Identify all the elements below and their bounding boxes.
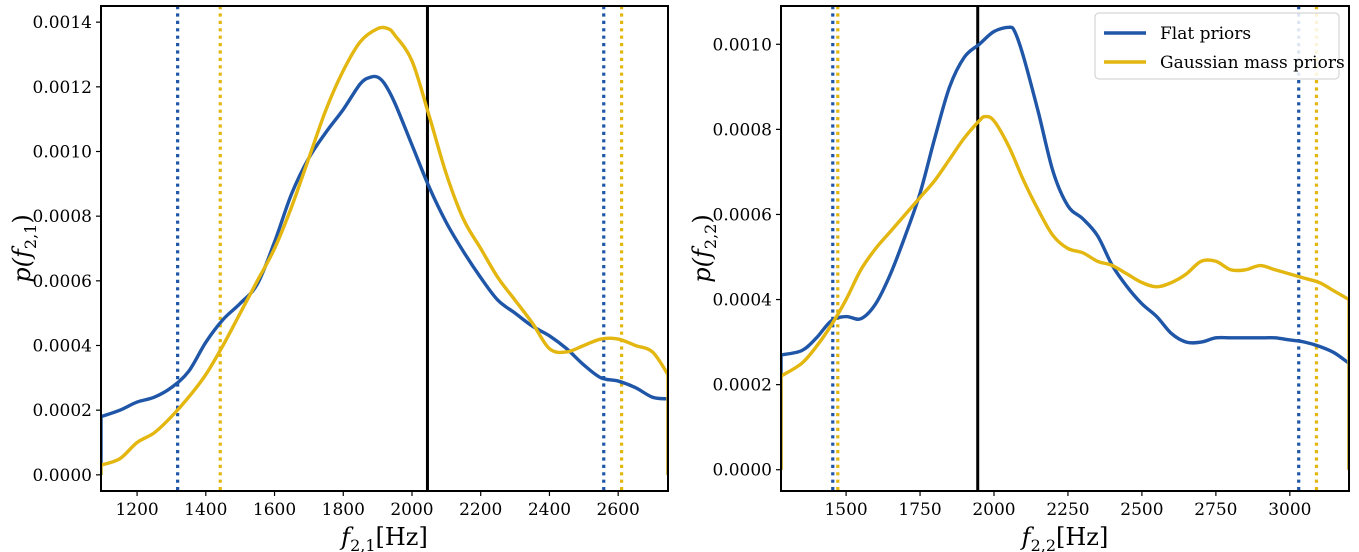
series-line-gaussian <box>101 25 668 475</box>
ylabel-close: ) <box>688 214 716 223</box>
y-tick-label: 0.0006 <box>33 272 92 292</box>
x-tick-label: 1600 <box>253 500 296 520</box>
x-tick-label: 1500 <box>824 500 867 520</box>
x-axis-label-unit: [Hz] <box>376 523 428 551</box>
x-axis-label-unit: [Hz] <box>1056 523 1108 551</box>
y-axis-label-sub: 2,1 <box>21 224 40 249</box>
y-tick-label: 0.0012 <box>33 78 92 98</box>
series-line-flat <box>781 25 1349 470</box>
x-tick-label: 2000 <box>972 500 1015 520</box>
chart-panel-2: 1500 1750 2000 2250 2500 2750 3000 0.0000 0.0002… <box>688 5 1350 552</box>
legend-label-flat: Flat priors <box>1160 24 1251 44</box>
x-tick-label: 2750 <box>1194 500 1237 520</box>
y-axis-label: p(f2,2) <box>688 214 720 282</box>
legend: Flat priors Gaussian mass priors <box>1094 12 1345 80</box>
legend-label-gaussian: Gaussian mass priors <box>1160 53 1345 73</box>
y-tick-label: 0.0004 <box>33 337 92 357</box>
x-axis-label-sub: 2,2 <box>1031 536 1056 552</box>
y-tick-label: 0.0002 <box>33 401 92 421</box>
chart-panel-1: 1200 1400 1600 1800 2000 2200 2400 2600 0.0000 0.… <box>8 5 669 552</box>
x-tick-label: 2600 <box>597 500 640 520</box>
y-tick-label: 0.0006 <box>713 205 772 225</box>
y-axis-label: p(f2,1) <box>8 214 40 282</box>
x-axis-label-sub: 2,1 <box>350 536 375 552</box>
x-tick-label: 1800 <box>322 500 365 520</box>
x-tick-label: 2400 <box>528 500 571 520</box>
x-tick-label: 3000 <box>1268 500 1311 520</box>
x-tick-label: 2500 <box>1120 500 1163 520</box>
y-tick-label: 0.0010 <box>713 35 772 55</box>
y-tick-label: 0.0002 <box>713 376 772 396</box>
plot-area <box>781 6 1349 491</box>
x-tick-label: 1750 <box>898 500 941 520</box>
series-line-flat <box>101 74 668 475</box>
x-tick-label: 1400 <box>184 500 227 520</box>
y-tick-label: 0.0008 <box>713 120 772 140</box>
series-line-gaussian <box>781 114 1349 470</box>
x-axis-label: f2,2[Hz] <box>1020 523 1109 552</box>
ylabel-p: p( <box>688 257 716 282</box>
ylabel-close: ) <box>8 214 36 223</box>
y-axis-label-sub: 2,2 <box>701 224 720 249</box>
legend-box <box>1094 12 1340 80</box>
plot-frame <box>100 5 669 492</box>
x-tick-label: 2200 <box>459 500 502 520</box>
y-tick-label: 0.0004 <box>713 291 772 311</box>
y-tick-label: 0.0010 <box>33 143 92 163</box>
x-tick-label: 2000 <box>390 500 433 520</box>
plot-frame <box>780 5 1350 492</box>
y-tick-label: 0.0000 <box>33 466 92 486</box>
y-tick-label: 0.0008 <box>33 207 92 227</box>
x-tick-label: 1200 <box>115 500 158 520</box>
plot-area <box>101 6 668 491</box>
x-tick-label: 2250 <box>1046 500 1089 520</box>
ylabel-p: p( <box>8 257 36 282</box>
y-tick-label: 0.0000 <box>713 461 772 481</box>
x-axis-label: f2,1[Hz] <box>339 523 428 552</box>
y-tick-label: 0.0014 <box>33 13 92 33</box>
